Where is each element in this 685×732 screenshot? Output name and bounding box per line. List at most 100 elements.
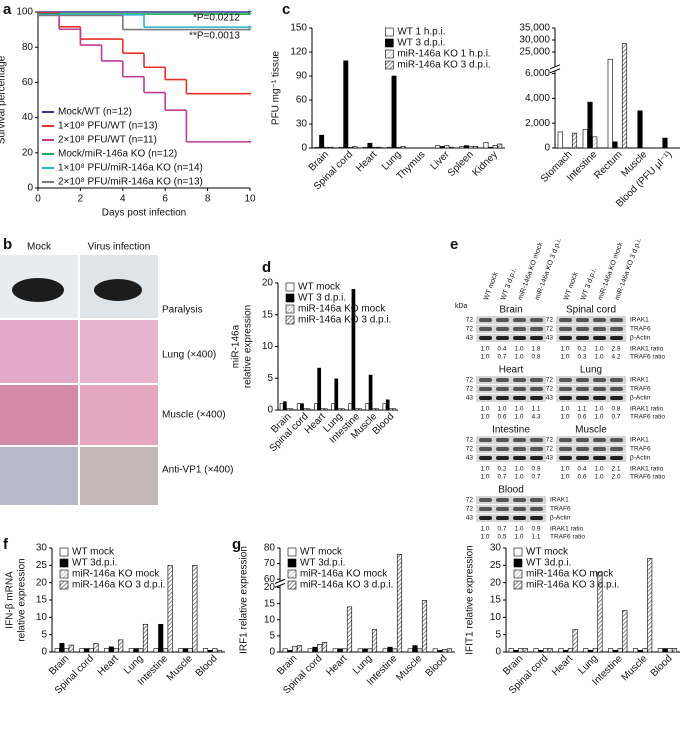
ratio-label: IRAK1 ratio bbox=[630, 406, 664, 413]
blot-band bbox=[530, 456, 543, 460]
kda-marker: 43 bbox=[546, 455, 554, 462]
legend-label: miR-146a KO mock bbox=[72, 569, 160, 580]
legend-swatch bbox=[385, 38, 394, 48]
kda-marker: 43 bbox=[466, 335, 474, 342]
ratio-value: 4.3 bbox=[531, 414, 540, 421]
bar bbox=[392, 408, 397, 411]
bar bbox=[432, 648, 438, 653]
bar bbox=[118, 639, 124, 653]
bar bbox=[182, 648, 188, 653]
blot-band bbox=[559, 387, 572, 391]
kda-marker: 72 bbox=[546, 317, 554, 324]
legend-swatch bbox=[59, 569, 69, 579]
bar bbox=[286, 408, 290, 411]
ratio-value: 1.0 bbox=[480, 466, 489, 473]
legend-label: WT mock bbox=[72, 547, 115, 558]
ratio-value: 0.6 bbox=[497, 414, 506, 421]
band-label: β-Actin bbox=[630, 395, 651, 402]
y-tick-label: 5 bbox=[267, 373, 273, 384]
tissue-name: Blood bbox=[498, 485, 524, 496]
ratio-value: 0.7 bbox=[531, 474, 540, 481]
bar bbox=[207, 649, 213, 653]
ratio-value: 1.0 bbox=[480, 346, 489, 353]
bar bbox=[671, 648, 678, 653]
y-tick-label: 80 bbox=[22, 42, 34, 53]
blot-band bbox=[559, 396, 572, 400]
blot-band bbox=[610, 378, 623, 382]
bar bbox=[54, 648, 60, 653]
bar bbox=[306, 408, 311, 411]
y-tick-label: 20 bbox=[264, 582, 276, 593]
x-tick-label: Rectum bbox=[592, 149, 624, 181]
ratio-value: 0.4 bbox=[497, 346, 506, 353]
ratio-value: 0.6 bbox=[577, 474, 586, 481]
legend-swatch bbox=[287, 569, 297, 579]
bar bbox=[362, 146, 368, 149]
blot-band bbox=[530, 336, 543, 340]
blot-strip bbox=[556, 436, 626, 444]
bar bbox=[283, 401, 287, 411]
bar bbox=[352, 146, 358, 149]
bar bbox=[338, 146, 344, 149]
bar bbox=[632, 648, 639, 653]
bar bbox=[354, 408, 359, 411]
legend-label: miR-146a KO mock bbox=[526, 569, 614, 580]
x-tick-label: Muscle bbox=[394, 653, 424, 683]
ihc-virus bbox=[80, 447, 158, 505]
kda-marker: 43 bbox=[466, 395, 474, 402]
blot-band bbox=[513, 336, 526, 340]
bar bbox=[592, 136, 598, 149]
bar bbox=[303, 408, 308, 411]
y-tick-label: 4,000 bbox=[525, 93, 550, 104]
end-marker: + bbox=[248, 89, 253, 98]
legend-label: 2×10⁸ PFU/WT (n=11) bbox=[58, 135, 157, 146]
ratio-value: 0.9 bbox=[531, 466, 540, 473]
ratio-value: 0.8 bbox=[531, 354, 540, 361]
bar bbox=[321, 642, 328, 653]
bar bbox=[331, 403, 335, 411]
legend-label: 1×10⁸ PFU/WT (n=13) bbox=[58, 121, 158, 132]
ratio-value: 4.2 bbox=[611, 354, 620, 361]
legend-swatch bbox=[285, 293, 295, 303]
blot-band bbox=[513, 507, 526, 511]
y-tick-label: 5 bbox=[269, 631, 275, 642]
ratio-label: TRAF6 ratio bbox=[630, 474, 665, 481]
bar bbox=[282, 648, 288, 653]
bar bbox=[319, 134, 325, 149]
bar bbox=[343, 60, 349, 149]
bar bbox=[463, 145, 469, 149]
legend-swatch bbox=[285, 304, 295, 314]
bar bbox=[642, 648, 648, 653]
legend-swatch bbox=[385, 27, 394, 37]
kda-marker: 72 bbox=[546, 446, 554, 453]
blot-strip bbox=[556, 394, 626, 402]
y-tick-label: 20 bbox=[22, 147, 34, 158]
blot-band bbox=[576, 378, 589, 382]
band-label: TRAF6 bbox=[630, 326, 651, 333]
bar bbox=[178, 648, 184, 653]
ratio-value: 1.0 bbox=[594, 414, 603, 421]
legend-label: miR-146a KO mock bbox=[300, 569, 388, 580]
kda-marker: 72 bbox=[466, 317, 474, 324]
blot-band bbox=[496, 456, 509, 460]
blot-band bbox=[610, 387, 623, 391]
legend-label: WT mock bbox=[298, 282, 341, 293]
bar bbox=[637, 110, 643, 149]
ratio-value: 0.7 bbox=[611, 414, 620, 421]
bar bbox=[389, 408, 393, 411]
y-tick-label: 10 bbox=[490, 612, 502, 623]
kda-marker: 43 bbox=[466, 515, 474, 522]
legend-swatch bbox=[513, 580, 523, 590]
ratio-value: 0.7 bbox=[497, 354, 506, 361]
blot-band bbox=[530, 387, 543, 391]
bar bbox=[337, 408, 342, 411]
blot-band bbox=[576, 318, 589, 322]
bar bbox=[513, 649, 519, 653]
legend-label: WT 3d.p.i. bbox=[300, 558, 345, 569]
blot-band bbox=[496, 516, 509, 520]
row-label: Paralysis bbox=[162, 305, 203, 316]
ratio-value: 1.0 bbox=[514, 406, 523, 413]
x-tick-label: Heart bbox=[354, 149, 379, 174]
blot-band bbox=[513, 378, 526, 382]
bar bbox=[621, 43, 628, 149]
